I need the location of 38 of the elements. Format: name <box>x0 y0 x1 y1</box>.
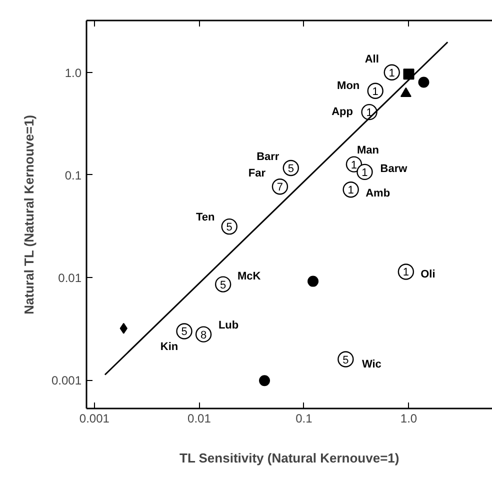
annotation: Barw <box>380 162 408 175</box>
text: 5 <box>226 222 232 234</box>
annotation: Man <box>356 144 380 156</box>
y-tick-label: 0.001 <box>51 374 82 388</box>
y-tick-label: 0.1 <box>64 168 82 182</box>
annotation: Wic <box>362 358 382 370</box>
series-label: 7 <box>276 182 284 194</box>
x-axis-title: TL Sensitivity (Natural Kernouve=1) <box>180 450 400 466</box>
annotation: Mon <box>337 80 360 92</box>
annotation: Ten <box>196 212 216 224</box>
annotation: McK <box>237 270 261 282</box>
x-tick-label: 0.001 <box>79 412 110 426</box>
text: 5 <box>342 354 349 366</box>
annotation: Far <box>248 168 266 180</box>
text: 1 <box>388 67 395 80</box>
annotation: App <box>332 106 354 118</box>
x-tick-label: 0.01 <box>188 412 212 426</box>
text: 1 <box>350 159 358 172</box>
annotation: All <box>364 53 379 66</box>
y-tick-label: 0.01 <box>58 271 82 286</box>
x-tick-label: 0.1 <box>296 412 313 426</box>
annotation: Amb <box>366 188 390 200</box>
annotation: Barr <box>256 150 280 163</box>
text: 1 <box>402 266 409 279</box>
text: 5 <box>288 162 294 175</box>
y-tick-label: 1.0 <box>64 66 82 80</box>
series-label: 5 <box>181 326 188 338</box>
annotation: Lub <box>218 319 239 332</box>
annotation: Kin <box>160 341 178 354</box>
series-label: 8 <box>200 329 207 342</box>
annotation: Oli <box>420 268 436 281</box>
text: 1 <box>372 86 378 98</box>
series-label: 1 <box>348 184 354 197</box>
x-tick-label: 1.0 <box>400 412 418 426</box>
y-axis-title: Natural TL (Natural Kernouve=1) <box>21 114 36 314</box>
text: 1 <box>362 166 368 179</box>
text: 1 <box>366 107 372 120</box>
text: 5 <box>220 279 226 292</box>
